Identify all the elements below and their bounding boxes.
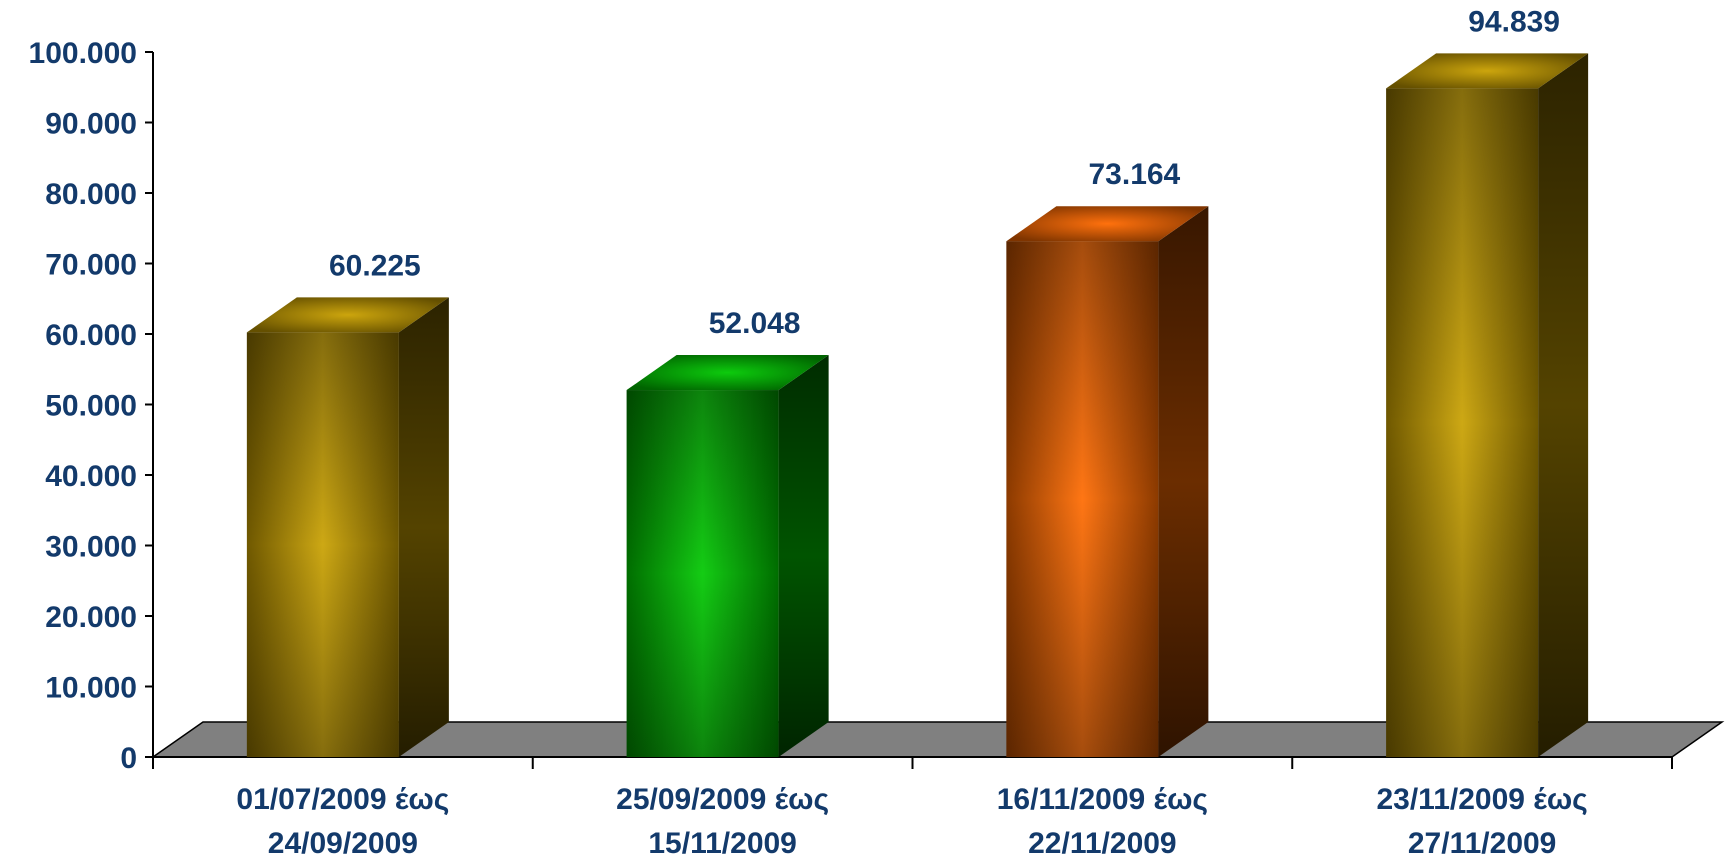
y-tick-label: 40.000	[45, 460, 137, 493]
bar-side	[778, 355, 829, 757]
bar-front-shade	[246, 332, 399, 757]
bar-front-shade	[1386, 88, 1539, 757]
bar-top	[1386, 53, 1589, 89]
y-tick-label: 70.000	[45, 249, 137, 282]
data-label: 60.225	[329, 249, 421, 282]
x-tick-label: 23/11/2009 έως	[1376, 783, 1587, 816]
y-tick-label: 0	[120, 742, 137, 775]
axes: 0 10.000 20.000 30.000 40.000 50.000 60.000 70.…	[29, 37, 1673, 775]
x-tick-label: 16/11/2009 έως	[997, 783, 1208, 816]
bar-top	[246, 297, 449, 333]
y-tick-label: 30.000	[45, 531, 137, 564]
x-tick-label: 25/09/2009 έως	[616, 783, 829, 816]
bar-side	[1538, 53, 1589, 757]
x-tick-label: 15/11/2009	[648, 827, 797, 859]
data-label: 94.839	[1468, 5, 1560, 38]
x-tick-label: 22/11/2009	[1028, 827, 1177, 859]
y-tick-label: 80.000	[45, 178, 137, 211]
bar-front-shade	[1006, 241, 1159, 758]
data-label: 52.048	[709, 307, 801, 340]
bar-top	[626, 355, 829, 391]
y-tick-label: 100.000	[29, 37, 137, 70]
y-tick-label: 90.000	[45, 108, 137, 141]
bar-side	[1158, 206, 1209, 758]
x-tick-label: 01/07/2009 έως	[236, 783, 449, 816]
bar-side	[398, 297, 449, 757]
bar	[626, 355, 829, 757]
bar	[1006, 206, 1209, 758]
y-tick-label: 50.000	[45, 390, 137, 423]
y-tick-label: 10.000	[45, 672, 137, 705]
x-tick-label: 24/09/2009	[268, 827, 418, 859]
data-label: 73.164	[1088, 158, 1180, 191]
y-tick-label: 60.000	[45, 319, 137, 352]
bars	[246, 53, 1589, 758]
bar	[246, 297, 449, 757]
y-tick-label: 20.000	[45, 601, 137, 634]
bar	[1386, 53, 1589, 757]
bar-top	[1006, 206, 1209, 242]
labels: 60.225 01/07/2009 έως 24/09/2009 52.048 25/0…	[236, 5, 1587, 859]
bar-front-shade	[626, 390, 779, 757]
x-tick-label: 27/11/2009	[1408, 827, 1557, 859]
